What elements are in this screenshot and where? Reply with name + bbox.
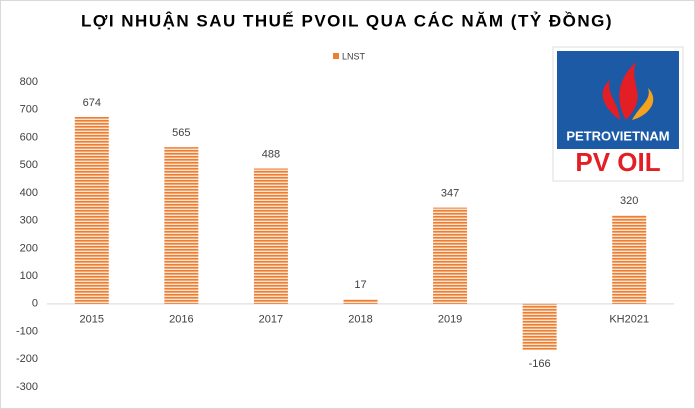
data-label: 488 [262, 148, 280, 160]
bar [253, 168, 288, 304]
y-tick-label: 300 [20, 215, 38, 227]
y-tick-label: 600 [20, 131, 38, 143]
logo-name: PV OIL [575, 147, 660, 177]
data-label: 347 [441, 188, 459, 200]
x-tick-label: KH2021 [609, 314, 649, 326]
logo-band [557, 149, 679, 177]
y-tick-label: 100 [20, 270, 38, 282]
bar [433, 207, 468, 304]
x-tick-label: 2015 [80, 314, 104, 326]
y-tick-label: -200 [16, 353, 38, 365]
data-label: 17 [354, 279, 366, 291]
logo: PETROVIETNAM PV OIL [552, 46, 684, 182]
data-label: 565 [172, 127, 190, 139]
y-tick-label: -100 [16, 325, 38, 337]
bar [522, 303, 557, 350]
logo-flame [619, 62, 638, 120]
x-tick-label: 2018 [348, 314, 372, 326]
legend-swatch [333, 53, 339, 59]
y-tick-label: 800 [20, 76, 38, 88]
x-tick-label: 2016 [169, 314, 193, 326]
bar [343, 299, 378, 304]
legend-label: LNST [342, 51, 366, 61]
logo-flame [602, 80, 620, 120]
y-tick-label: 200 [20, 242, 38, 254]
bar [612, 215, 647, 304]
x-tick-label: 2017 [259, 314, 283, 326]
bar [164, 147, 199, 304]
y-tick-label: 0 [32, 298, 38, 310]
y-tick-label: 400 [20, 187, 38, 199]
bar [74, 116, 109, 304]
chart-title: LỢI NHUẬN SAU THUẾ PVOIL QUA CÁC NĂM (TỶ… [81, 11, 613, 30]
y-tick-label: -300 [16, 381, 38, 393]
data-label: 320 [620, 195, 638, 207]
y-tick-label: 500 [20, 159, 38, 171]
data-label: 674 [83, 97, 101, 109]
data-label: -166 [529, 358, 551, 370]
logo-flame [632, 88, 654, 120]
logo-brand: PETROVIETNAM [566, 128, 669, 143]
y-tick-label: 700 [20, 104, 38, 116]
x-tick-label: 2019 [438, 314, 462, 326]
logo-background [557, 51, 679, 149]
